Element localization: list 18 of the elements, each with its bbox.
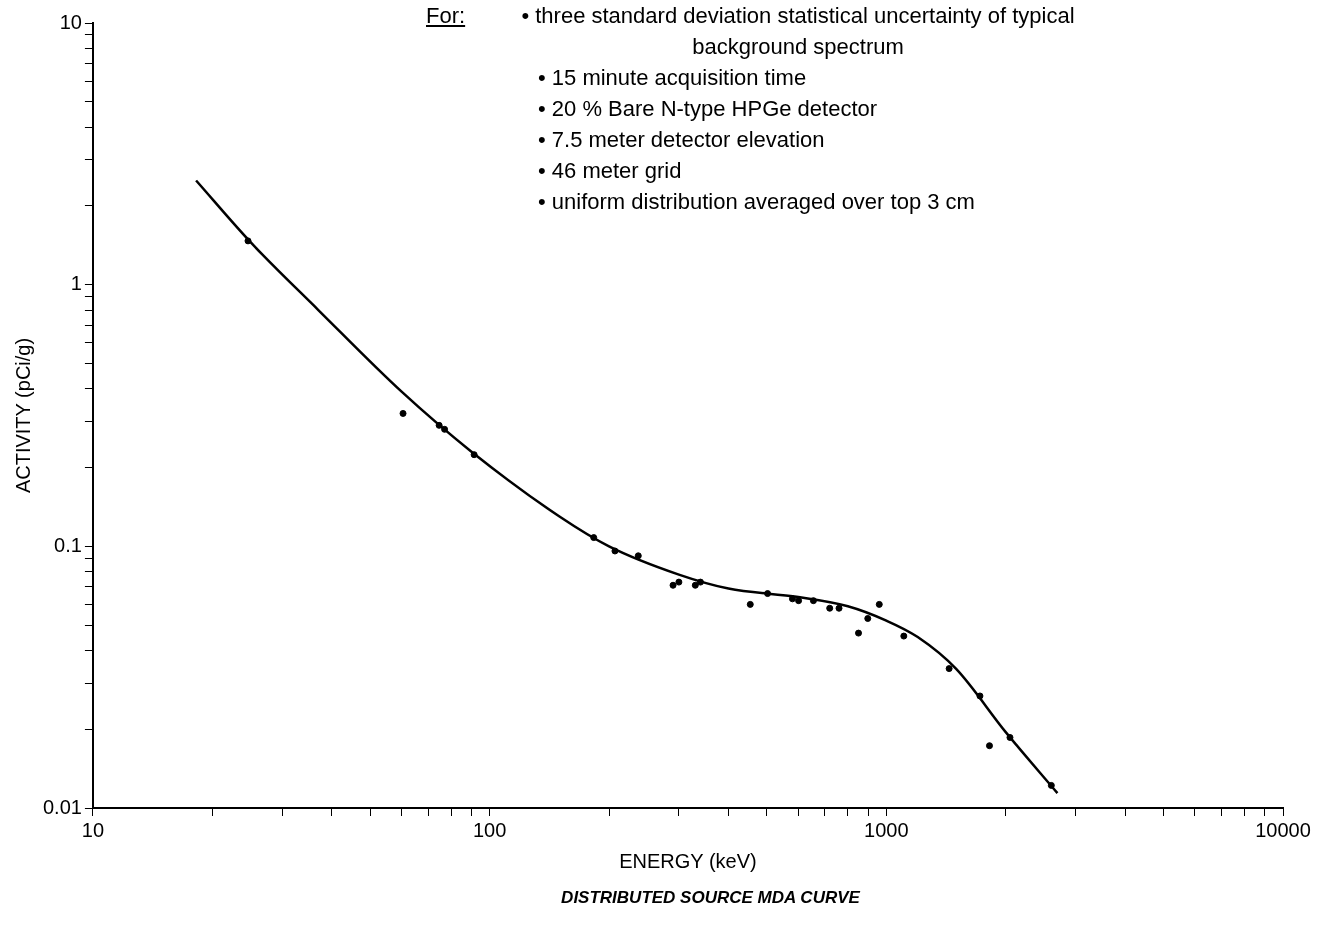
y-axis-title: ACTIVITY (pCi/g) [11,337,34,494]
annotation: • 20 % Bare N-type HPGe detector [537,95,879,123]
y-tick-label: 0.01 [42,795,82,818]
x-tick-label: 1000 [864,818,909,841]
x-tick-label: 10 [81,818,105,841]
annotation: • 15 minute acquisition time [537,64,808,92]
y-tick-label: 10 [59,10,82,33]
y-tick-label: 0.1 [54,533,82,556]
x-tick-label: 100 [472,818,507,841]
x-axis-title: ENERGY (keV) [619,849,757,872]
annotation: For: [426,2,467,30]
y-tick-label: 1 [70,272,82,295]
x-tick-label: 10000 [1255,818,1311,841]
annotation: • 7.5 meter detector elevation [537,126,826,154]
annotation: • uniform distribution averaged over top 3 cm [537,188,976,216]
text: DISTRIBUTED SOURCE MDA CURVE [560,888,862,908]
annotation: • three standard deviation statistical uncertainty of typical background spectrum [520,2,1076,61]
annotation: • 46 meter grid [537,157,683,185]
